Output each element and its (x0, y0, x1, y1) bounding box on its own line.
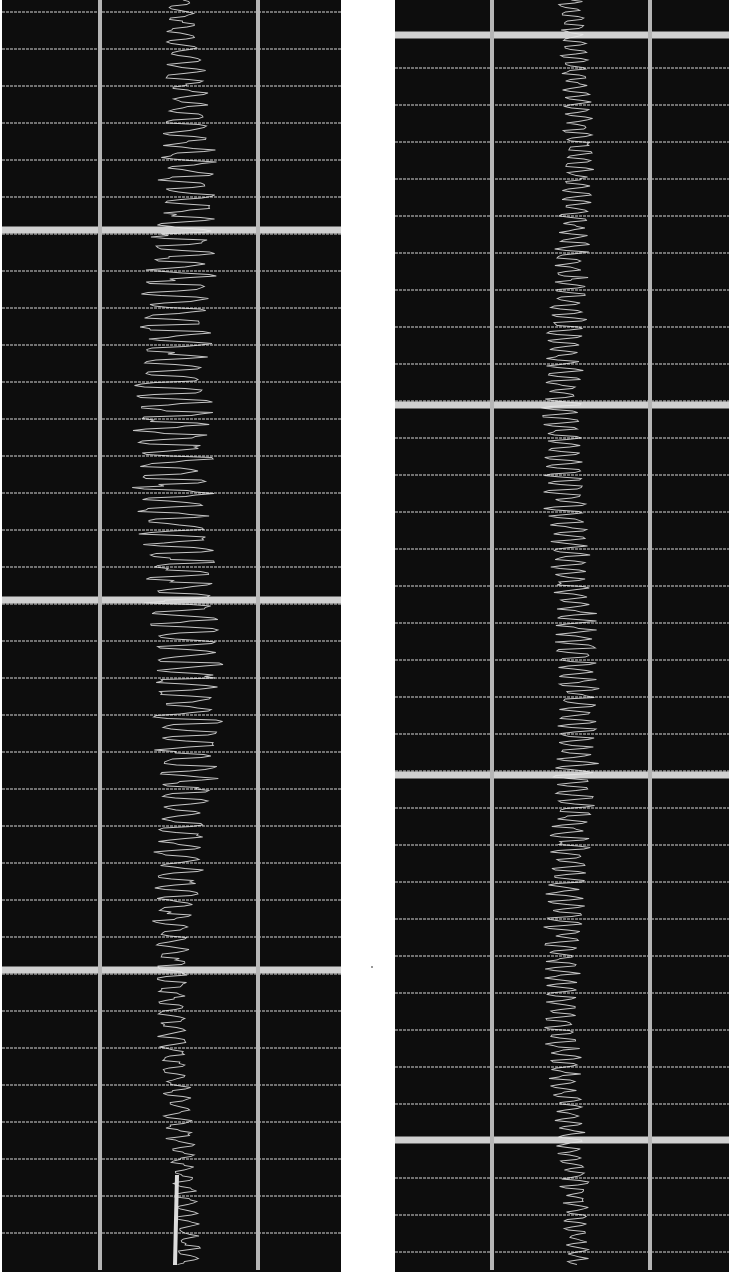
speck (371, 966, 373, 968)
right-strip (395, 0, 729, 1272)
oscillograph-records (0, 0, 729, 1275)
page: {} (() => { const data = JSON.parse(docu… (0, 0, 729, 1275)
trace-end (175, 1175, 177, 1265)
